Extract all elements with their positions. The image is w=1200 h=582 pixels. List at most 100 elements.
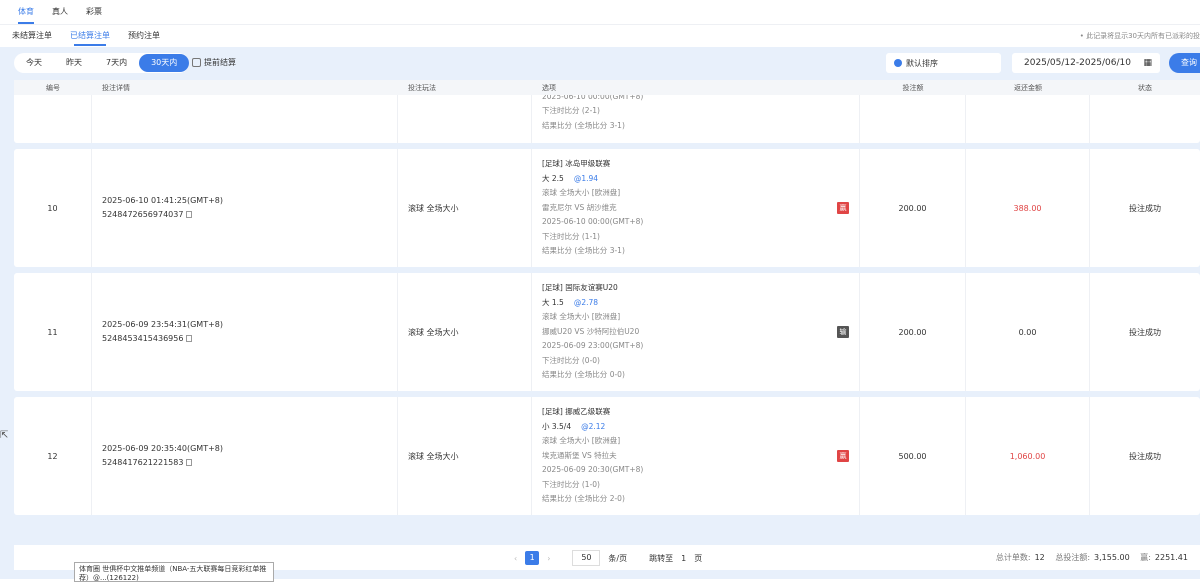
col-stake: 投注额 bbox=[902, 83, 924, 92]
range-today[interactable]: 今天 bbox=[26, 58, 42, 67]
win-badge: 赢 bbox=[837, 450, 849, 462]
market: 滚球 全场大小 [欧洲盘] bbox=[542, 312, 621, 322]
stake: 500.00 bbox=[860, 397, 966, 515]
table-header: 编号 投注详情 投注玩法 选项 投注额 返还金额 状态 bbox=[14, 80, 1200, 95]
status: 投注成功 bbox=[1129, 203, 1161, 213]
next-page-icon[interactable]: › bbox=[547, 553, 551, 563]
jump-input[interactable]: 1 bbox=[681, 553, 687, 563]
bet-detail: 2025-06-10 01:41:25(GMT+8) 52484726569740… bbox=[92, 149, 398, 267]
count-label: 总计单数: bbox=[995, 553, 1031, 562]
market: 滚球 全场大小 [欧洲盘] bbox=[542, 188, 621, 198]
range-yesterday[interactable]: 昨天 bbox=[66, 58, 82, 67]
query-button[interactable]: 查询 bbox=[1169, 53, 1200, 73]
return-amount: 0.00 bbox=[966, 273, 1090, 391]
tab-lottery[interactable]: 彩票 bbox=[86, 7, 102, 16]
bet-id: 5248453415436956 bbox=[102, 334, 184, 343]
market: 滚球 全场大小 [欧洲盘] bbox=[542, 436, 621, 446]
bet-option: 雷克尼尔 VS 胡沙维克 2025-06-10 00:00(GMT+8) 下注时… bbox=[532, 95, 860, 143]
row-no: 9 bbox=[14, 95, 92, 143]
row-no: 10 bbox=[14, 149, 92, 267]
table-row: 10 2025-06-10 01:41:25(GMT+8) 52484726569… bbox=[14, 149, 1200, 267]
table-body[interactable]: 9 2025-06-10 01:44:58(GMT+8)524847329441… bbox=[14, 95, 1200, 545]
bet-play: 滚球 全场大小 bbox=[398, 397, 532, 515]
info-note: • 此记录将显示30天内所有已派彩的投 bbox=[1079, 32, 1200, 40]
jump-label: 跳转至 bbox=[649, 553, 674, 563]
bet-score: 下注时比分 (1-1) bbox=[542, 231, 600, 241]
pagination: ‹ 1 › 50 条/页 跳转至 1 页 bbox=[514, 550, 702, 566]
product-tabs: 体育 真人 彩票 bbox=[0, 0, 1200, 25]
status: 投注成功 bbox=[1090, 95, 1200, 143]
odds: @2.78 bbox=[573, 297, 599, 307]
table-row: 9 2025-06-10 01:44:58(GMT+8)524847329441… bbox=[14, 95, 1200, 143]
stake-value: 3,155.00 bbox=[1094, 553, 1130, 562]
table-row: 12 2025-06-09 20:35:40(GMT+8) 52484176212… bbox=[14, 397, 1200, 515]
col-no: 编号 bbox=[46, 83, 60, 92]
odds: @1.94 bbox=[573, 173, 599, 183]
page-1[interactable]: 1 bbox=[525, 551, 540, 565]
pick: 大 1.5 bbox=[542, 297, 564, 307]
tab-settled[interactable]: 已结算注单 bbox=[70, 25, 110, 47]
league: [足球] 冰岛甲级联赛 bbox=[542, 159, 611, 169]
col-option: 选项 bbox=[542, 83, 556, 92]
tab-unsettled[interactable]: 未结算注单 bbox=[12, 31, 52, 40]
page-size-input[interactable]: 50 bbox=[572, 550, 601, 566]
bet-score: 下注时比分 (1-0) bbox=[542, 479, 600, 489]
copy-icon[interactable] bbox=[186, 459, 193, 466]
win-badge: 赢 bbox=[837, 202, 849, 214]
early-settle-label: 提前结算 bbox=[204, 58, 236, 67]
match: 埃克通斯堡 VS 特拉夫 bbox=[542, 450, 617, 460]
result-score: 结果比分 (全场比分 3-1) bbox=[542, 120, 625, 130]
status: 投注成功 bbox=[1129, 327, 1161, 337]
tab-sports[interactable]: 体育 bbox=[18, 0, 34, 24]
bet-detail: 2025-06-09 20:35:40(GMT+8) 52484176212215… bbox=[92, 397, 398, 515]
checkbox-icon[interactable] bbox=[192, 58, 201, 67]
sort-select[interactable]: 默认排序 bbox=[886, 53, 1001, 73]
bet-option: [足球] 国际友谊赛U20 大 1.5 @2.78 滚球 全场大小 [欧洲盘] 挪… bbox=[532, 273, 860, 391]
league: [足球] 挪威乙级联赛 bbox=[542, 407, 611, 417]
kickoff: 2025-06-10 00:00(GMT+8) bbox=[542, 217, 644, 227]
prev-page-icon[interactable]: ‹ bbox=[514, 553, 518, 563]
calendar-icon: ▦ bbox=[1143, 58, 1152, 68]
summary: 总计单数: 12 总投注额: 3,155.00 赢: 2251.41 bbox=[996, 552, 1196, 563]
stake: 200.00 bbox=[860, 273, 966, 391]
page-unit-label: 页 bbox=[694, 553, 703, 563]
copy-icon[interactable] bbox=[186, 211, 193, 218]
kickoff: 2025-06-09 23:00(GMT+8) bbox=[542, 341, 644, 351]
tab-live[interactable]: 真人 bbox=[52, 7, 68, 16]
date-range-picker[interactable]: 2025/05/12-2025/06/10 ▦ bbox=[1012, 53, 1160, 73]
bet-detail: 2025-06-09 23:54:31(GMT+8) 52484534154369… bbox=[92, 273, 398, 391]
bet-play: 滚球 全场大小 bbox=[398, 149, 532, 267]
match: 雷克尼尔 VS 胡沙维克 bbox=[542, 202, 617, 212]
check-circle-icon bbox=[894, 59, 902, 67]
bet-option: [足球] 挪威乙级联赛 小 3.5/4 @2.12 滚球 全场大小 [欧洲盘] 埃… bbox=[532, 397, 860, 515]
bet-play: 滚球 全场大小 bbox=[398, 273, 532, 391]
bet-time: 2025-06-09 23:54:31(GMT+8) bbox=[102, 320, 223, 329]
row-no: 12 bbox=[14, 397, 92, 515]
status: 投注成功 bbox=[1129, 451, 1161, 461]
copy-icon[interactable] bbox=[186, 335, 193, 342]
return-amount: 1,060.00 bbox=[966, 397, 1090, 515]
col-play: 投注玩法 bbox=[408, 83, 436, 92]
tab-reserved[interactable]: 预约注单 bbox=[128, 31, 160, 40]
sort-label: 默认排序 bbox=[906, 58, 938, 68]
bet-time: 2025-06-09 20:35:40(GMT+8) bbox=[102, 444, 223, 453]
early-settle-checkbox[interactable]: 提前结算 bbox=[192, 57, 236, 68]
bet-score: 下注时比分 (2-1) bbox=[542, 106, 600, 115]
count-value: 12 bbox=[1034, 553, 1045, 562]
kickoff: 2025-06-09 20:30(GMT+8) bbox=[542, 465, 644, 475]
per-page-label: 条/页 bbox=[608, 553, 628, 563]
col-detail: 投注详情 bbox=[102, 83, 130, 92]
mouse-cursor-icon: ⇱ bbox=[0, 430, 9, 441]
range-30days[interactable]: 30天内 bbox=[139, 54, 190, 72]
table-row: 11 2025-06-09 23:54:31(GMT+8) 52484534154… bbox=[14, 273, 1200, 391]
col-status: 状态 bbox=[1138, 83, 1152, 92]
lose-badge: 输 bbox=[837, 326, 849, 338]
result-score: 结果比分 (全场比分 0-0) bbox=[542, 370, 625, 380]
status-tabs: 未结算注单 已结算注单 预约注单 bbox=[0, 25, 1200, 47]
range-7days[interactable]: 7天内 bbox=[106, 58, 128, 67]
result-score: 结果比分 (全场比分 3-1) bbox=[542, 246, 625, 256]
bet-score: 下注时比分 (0-0) bbox=[542, 355, 600, 365]
bet-option: [足球] 冰岛甲级联赛 大 2.5 @1.94 滚球 全场大小 [欧洲盘] 雷克尼… bbox=[532, 149, 860, 267]
win-value: 2251.41 bbox=[1154, 553, 1188, 562]
filter-bar: 今天 昨天 7天内 30天内 提前结算 默认排序 2025/05/12-2025… bbox=[14, 53, 1200, 73]
